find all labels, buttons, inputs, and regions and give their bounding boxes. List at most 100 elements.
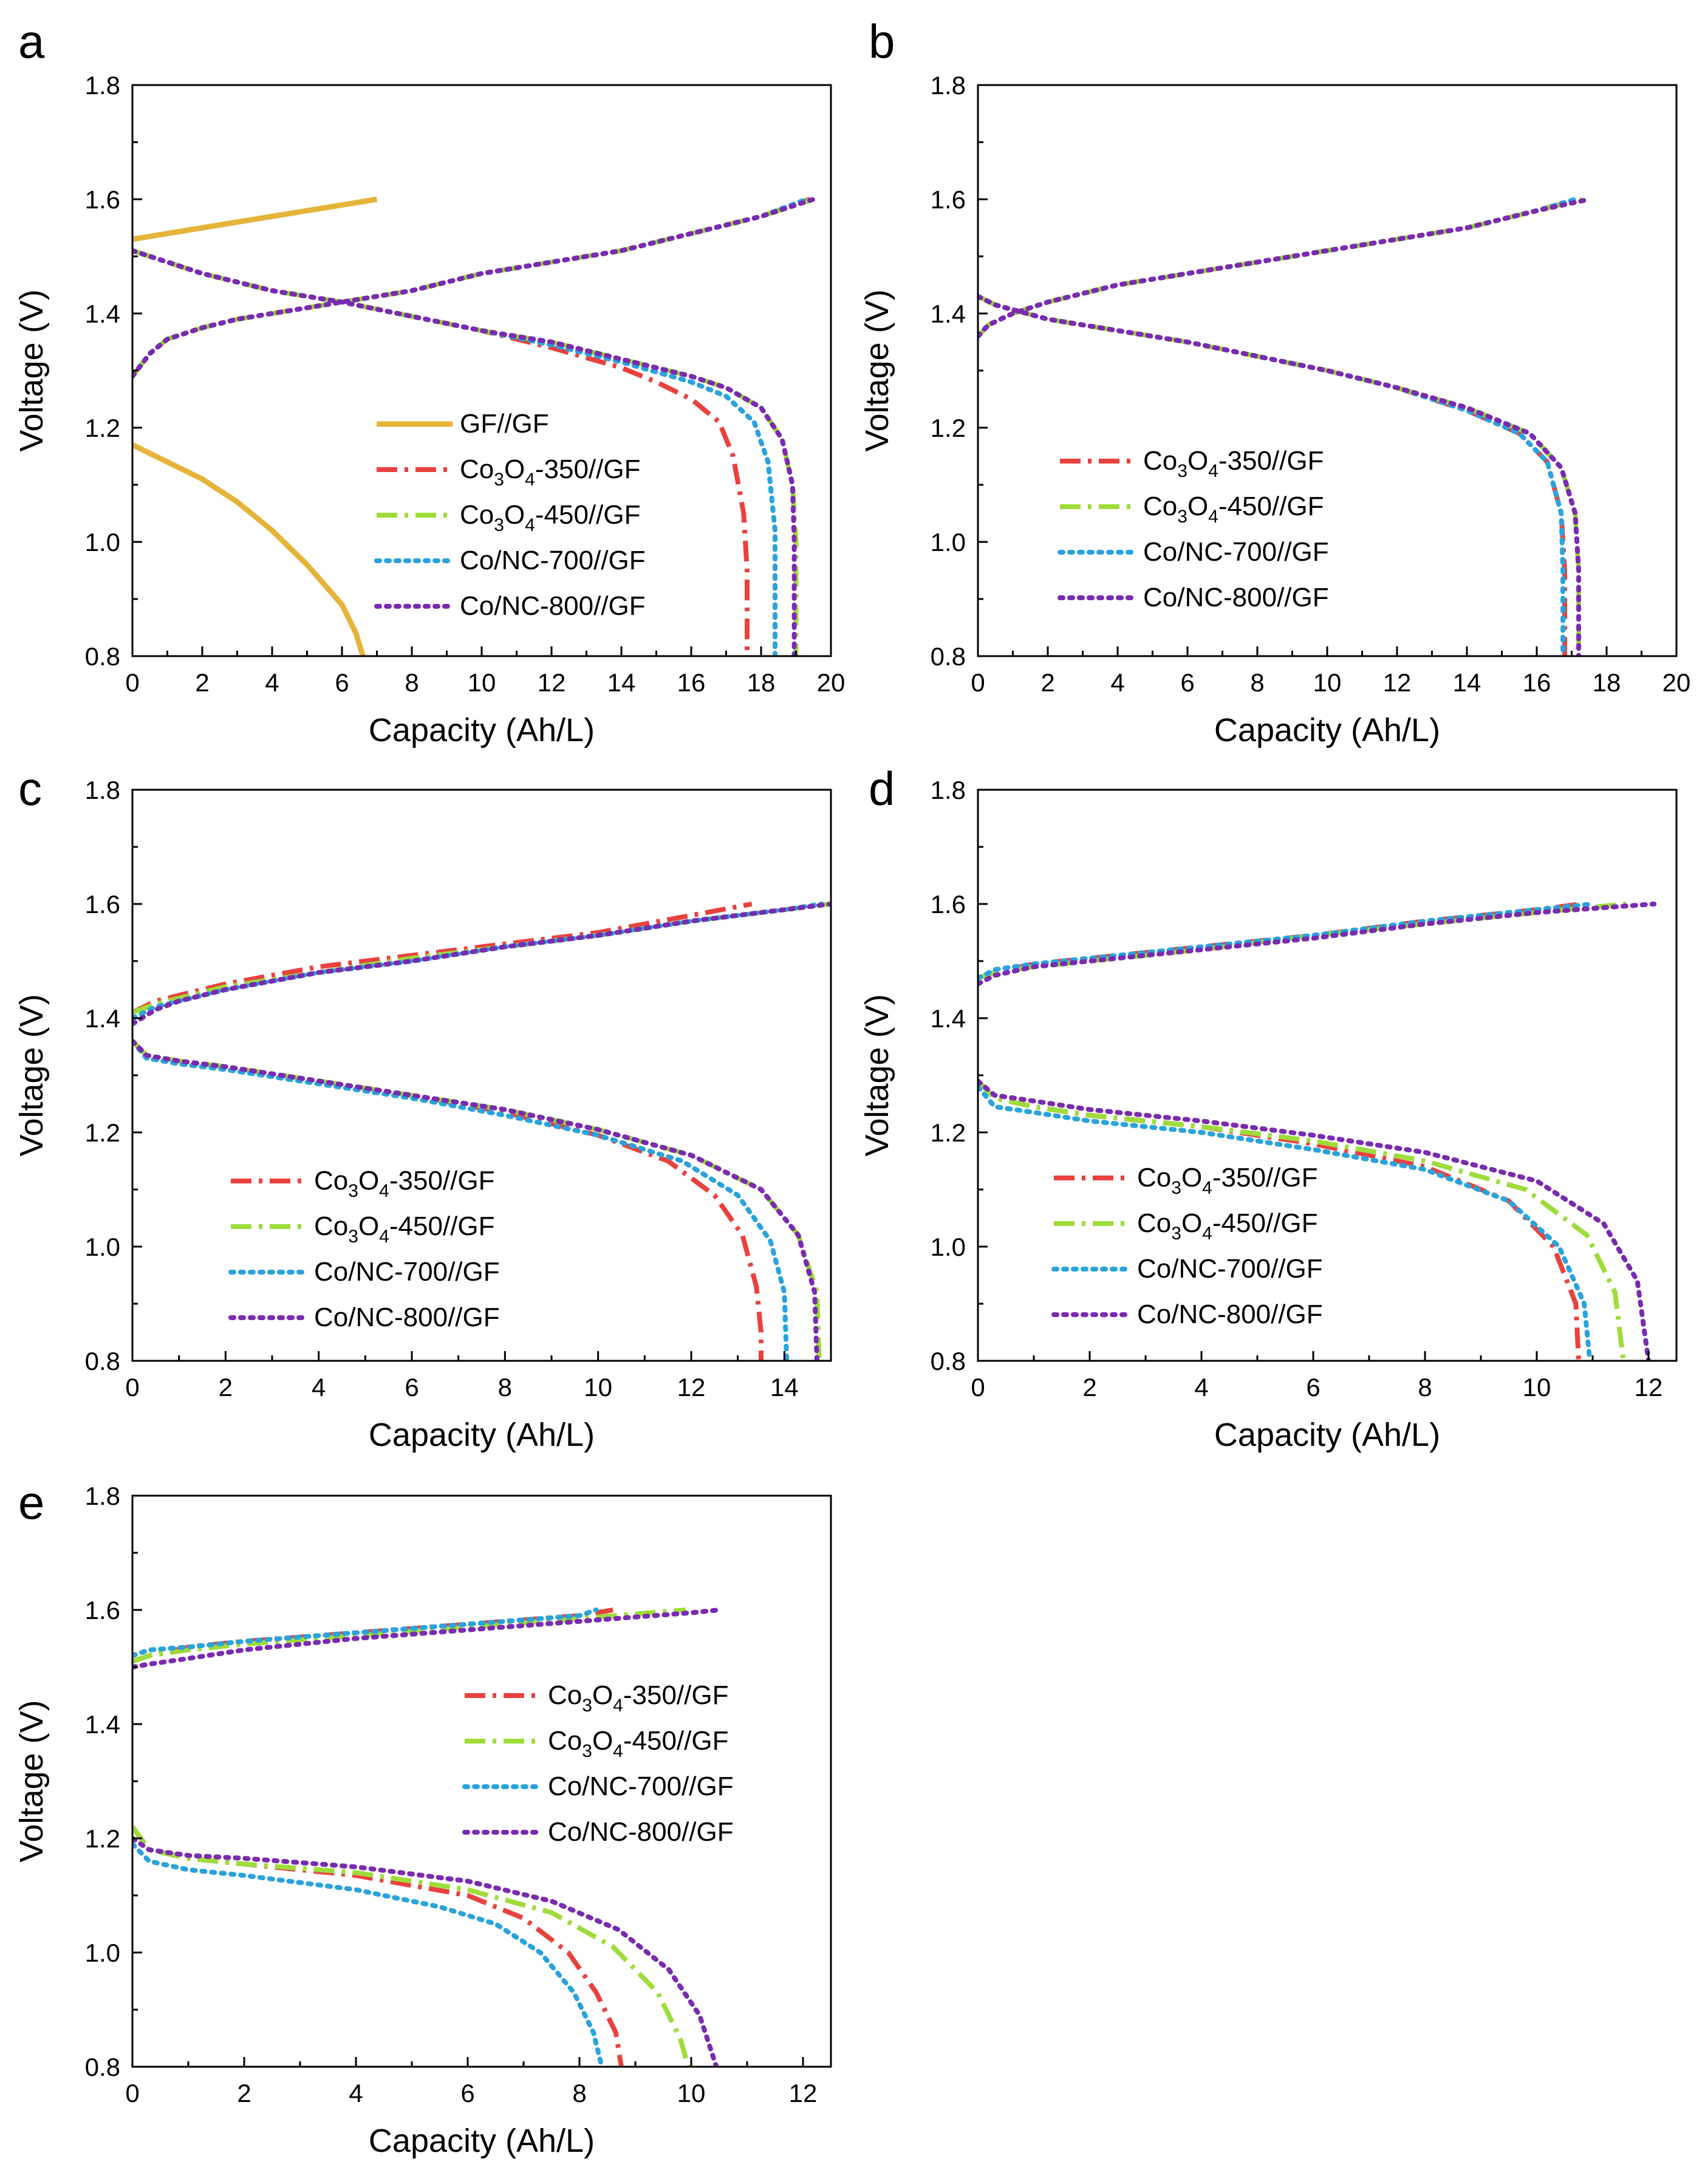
legend: Co3O4-350//GF Co3O4-450//GF Co/NC-700//GF C…	[1051, 1163, 1323, 1329]
x-tick-label: 14	[1453, 668, 1481, 697]
x-tick-label: 4	[312, 1373, 326, 1402]
y-tick-label: 1.4	[85, 300, 120, 328]
y-tick-label: 1.4	[85, 1004, 120, 1033]
series-co-nc-800-gf-charge-curve	[978, 902, 1657, 987]
legend-label-co3o4-350-gf: Co3O4-350//GF	[548, 1680, 728, 1716]
y-tick-label: 1.0	[931, 1233, 966, 1261]
series-co-nc-700-gf-discharge-curve	[132, 1841, 604, 2067]
y-tick-label: 1.6	[931, 185, 966, 214]
series-co3o4-350-gf-charge-curve	[132, 902, 753, 1015]
x-tick-label: 10	[468, 668, 496, 697]
series-gf-gf-charge-curve	[132, 196, 378, 242]
series-co-nc-700-gf-discharge-curve	[132, 248, 777, 656]
y-tick-label: 1.8	[931, 776, 966, 804]
x-axis-label: Capacity (Ah/L)	[369, 1417, 595, 1453]
y-tick-label: 1.6	[85, 1596, 120, 1624]
y-tick-label: 1.8	[85, 71, 120, 100]
x-axis-label: Capacity (Ah/L)	[1214, 1417, 1440, 1453]
x-tick-label: 12	[538, 668, 566, 697]
legend-label-co3o4-450-gf: Co3O4-450//GF	[314, 1211, 494, 1247]
x-tick-label: 6	[1180, 668, 1194, 697]
legend-label-co3o4-350-gf: Co3O4-350//GF	[1143, 446, 1324, 481]
series-co3o4-450-gf-charge-curve	[132, 902, 831, 1015]
series-co-nc-800-gf-charge-curve	[132, 1607, 722, 1669]
y-tick-label: 1.2	[85, 414, 120, 442]
legend-label-co-nc-800-gf: Co/NC-800//GF	[1143, 583, 1329, 612]
x-tick-label: 18	[747, 668, 776, 697]
panel-a: a 0 2 4 6 8 10 12 14 16 18 20 0.8 1.0 1.2 1.4 1.6 1.8 Capa…	[13, 15, 845, 748]
legend-label-co3o4-350-gf: Co3O4-350//GF	[460, 454, 640, 490]
x-tick-label: 8	[1418, 1373, 1432, 1402]
y-tick-label: 1.0	[85, 1939, 120, 1967]
x-tick-label: 4	[349, 2079, 363, 2107]
legend-label-co-nc-700-gf: Co/NC-700//GF	[1143, 537, 1329, 567]
y-tick-label: 1.8	[931, 71, 966, 100]
x-tick-label: 6	[405, 1373, 419, 1402]
series-co3o4-450-gf-discharge-curve	[132, 1825, 691, 2067]
x-tick-label: 6	[1306, 1373, 1320, 1402]
y-tick-label: 1.0	[85, 528, 120, 556]
x-tick-label: 20	[817, 668, 846, 697]
series-co-nc-700-gf-charge-curve	[132, 197, 809, 379]
x-tick-label: 4	[1110, 668, 1124, 697]
y-axis-label: Voltage (V)	[13, 289, 50, 451]
y-tick-label: 1.8	[85, 1482, 120, 1510]
legend-label-co-nc-800-gf: Co/NC-800//GF	[460, 591, 646, 621]
y-tick-label: 0.8	[85, 1347, 120, 1375]
series-co3o4-350-gf-charge-curve	[132, 197, 811, 378]
series-co-nc-700-gf-charge-curve	[978, 197, 1578, 339]
series-co-nc-800-gf-discharge-curve	[132, 1038, 819, 1361]
x-tick-label: 8	[405, 668, 419, 697]
x-tick-label: 12	[1635, 1373, 1663, 1402]
x-tick-label: 2	[1040, 668, 1054, 697]
series-co-nc-800-gf-discharge-curve	[132, 1836, 719, 2067]
legend-label-gf-gf: GF//GF	[460, 409, 549, 439]
series-co-nc-700-gf-charge-curve	[132, 1607, 599, 1659]
series-co3o4-450-gf-charge-curve	[132, 197, 815, 378]
y-tick-label: 1.6	[85, 185, 120, 214]
x-tick-label: 18	[1593, 668, 1621, 697]
y-tick-label: 1.4	[85, 1710, 120, 1739]
x-tick-label: 2	[219, 1373, 233, 1402]
panel-letter-e: e	[18, 1476, 44, 1529]
x-tick-label: 10	[584, 1373, 612, 1402]
series-co-nc-800-gf-discharge-curve	[978, 293, 1581, 656]
y-axis-label: Voltage (V)	[13, 1700, 50, 1862]
y-tick-label: 1.2	[931, 1118, 966, 1147]
series-gf-gf-discharge-curve	[132, 442, 366, 656]
x-tick-label: 6	[460, 2079, 474, 2107]
x-tick-label: 16	[677, 668, 706, 697]
legend-label-co3o4-350-gf: Co3O4-350//GF	[314, 1166, 494, 1201]
x-tick-label: 12	[677, 1373, 706, 1402]
series-co3o4-450-gf-charge-curve	[132, 1607, 686, 1664]
x-tick-label: 0	[125, 668, 139, 697]
y-tick-label: 0.8	[931, 642, 966, 671]
panel-c: c 0 2 4 6 8 10 12 14 0.8 1.0 1.2 1.4 1.6 1.8 Capacity (…	[13, 762, 832, 1453]
legend-label-co-nc-800-gf: Co/NC-800//GF	[314, 1303, 500, 1332]
legend-label-co-nc-800-gf: Co/NC-800//GF	[1137, 1299, 1323, 1329]
series-co3o4-350-gf-discharge-curve	[132, 1825, 624, 2067]
y-tick-label: 1.8	[85, 776, 120, 804]
y-tick-label: 1.4	[931, 1004, 966, 1033]
legend: Co3O4-350//GF Co3O4-450//GF Co/NC-700//GF C…	[462, 1680, 734, 1847]
x-tick-label: 10	[677, 2079, 706, 2107]
panel-letter-b: b	[869, 15, 895, 68]
legend-label-co3o4-350-gf: Co3O4-350//GF	[1137, 1163, 1317, 1198]
y-tick-label: 1.0	[85, 1233, 120, 1261]
y-tick-label: 1.0	[931, 528, 966, 556]
x-tick-label: 12	[1383, 668, 1412, 697]
x-tick-label: 4	[1194, 1373, 1208, 1402]
series-co-nc-800-gf-charge-curve	[132, 197, 816, 379]
y-tick-label: 0.8	[85, 2053, 120, 2081]
x-axis-label: Capacity (Ah/L)	[369, 712, 595, 748]
legend-label-co-nc-700-gf: Co/NC-700//GF	[1137, 1254, 1323, 1284]
x-tick-label: 10	[1523, 1373, 1551, 1402]
y-tick-label: 1.2	[931, 414, 966, 442]
y-axis-label: Voltage (V)	[859, 289, 895, 451]
panel-letter-a: a	[18, 15, 45, 68]
legend-label-co3o4-450-gf: Co3O4-450//GF	[460, 500, 640, 535]
x-tick-label: 4	[265, 668, 279, 697]
y-tick-label: 1.6	[931, 890, 966, 919]
legend-label-co-nc-800-gf: Co/NC-800//GF	[548, 1817, 734, 1847]
